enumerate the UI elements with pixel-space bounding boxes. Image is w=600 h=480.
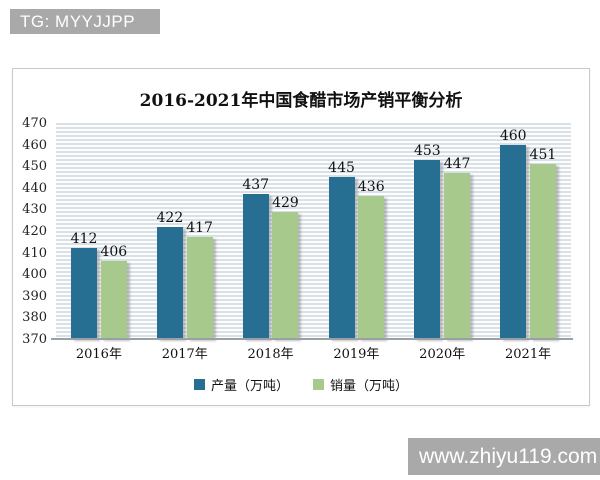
y-axis-tick-label: 420	[22, 224, 47, 239]
x-axis-label-2019年: 2019年	[333, 347, 380, 362]
y-axis-tick-label: 440	[22, 180, 47, 196]
x-axis-label-2018年: 2018年	[247, 347, 294, 362]
y-axis-tick-label: 410	[22, 245, 47, 261]
bar-产量（万吨）-2019年	[328, 177, 355, 339]
bar-value-label: 453	[413, 142, 441, 159]
x-axis-label-2016年: 2016年	[75, 347, 122, 362]
bar-value-label: 412	[70, 231, 98, 248]
y-axis-tick-label: 450	[22, 159, 47, 175]
chart-title: 2016-2021年中国食醋市场产销平衡分析	[139, 91, 463, 111]
bar-销量（万吨）-2021年	[529, 164, 556, 339]
bar-column: 453	[414, 143, 441, 339]
bar-column: 422	[156, 209, 184, 339]
bar-产量（万吨）-2016年	[71, 248, 98, 339]
plot-area: 412 406 422 417 437 429 445 436 453 447 460 451	[56, 123, 571, 339]
bar-产量（万吨）-2021年	[500, 144, 527, 339]
bar-value-label: 406	[100, 244, 128, 261]
bar-value-label: 429	[272, 194, 299, 211]
y-axis-tick-label: 430	[22, 202, 47, 218]
bar-group-2016年: 412 406	[56, 123, 142, 339]
y-axis-tick-label: 390	[22, 288, 47, 304]
bar-value-label: 417	[186, 220, 213, 237]
watermark-badge-bottom-right: www.zhiyu119.com	[408, 438, 600, 475]
bar-value-label: 445	[328, 160, 355, 176]
x-axis-labels: 2016年 2017年 2018年 2019年 2020年 2021年	[56, 343, 571, 362]
x-axis-label-2021年: 2021年	[505, 347, 552, 362]
y-axis-tick-label: 470	[22, 116, 47, 131]
bar-销量（万吨）-2020年	[444, 172, 471, 339]
legend-swatch-icon	[193, 379, 205, 390]
y-axis-tick-label: 370	[22, 332, 47, 347]
bar-column: 429	[272, 195, 299, 339]
legend-item: 销量（万吨）	[313, 375, 408, 394]
x-axis-label-2020年: 2020年	[419, 347, 466, 362]
bar-groups: 412 406 422 417 437 429 445 436 453 447 460 451	[56, 123, 571, 339]
legend-label: 销量（万吨）	[330, 379, 409, 394]
bar-column: 451	[529, 147, 557, 339]
bar-销量（万吨）-2018年	[272, 211, 299, 339]
bar-value-label: 422	[156, 209, 184, 226]
bar-销量（万吨）-2019年	[358, 196, 385, 339]
bar-产量（万吨）-2020年	[414, 159, 441, 339]
x-axis-label-2017年: 2017年	[161, 347, 208, 362]
chart-legend: 产量（万吨） 销量（万吨）	[13, 375, 589, 394]
legend-swatch-icon	[313, 379, 324, 390]
bar-value-label: 447	[443, 155, 471, 172]
bar-column: 406	[100, 244, 127, 339]
bar-column: 417	[186, 220, 213, 339]
bar-value-label: 451	[529, 147, 557, 164]
x-axis-line	[51, 338, 573, 340]
bar-column: 445	[328, 160, 355, 339]
bar-group-2019年: 445 436	[313, 123, 399, 339]
bar-group-2017年: 422 417	[142, 123, 228, 339]
bar-group-2021年: 460 451	[485, 123, 571, 339]
bar-销量（万吨）-2016年	[100, 261, 127, 339]
bar-value-label: 460	[499, 127, 527, 144]
bar-column: 447	[443, 155, 471, 339]
y-axis-tick-label: 380	[22, 310, 47, 326]
legend-label: 产量（万吨）	[210, 379, 289, 394]
bar-value-label: 437	[242, 177, 270, 194]
y-axis: 470 460 450 440 430 420 410 400 390 380 370	[13, 116, 51, 347]
bar-group-2018年: 437 429	[228, 123, 314, 339]
bar-产量（万吨）-2018年	[242, 194, 269, 339]
bar-value-label: 436	[357, 179, 385, 196]
bar-group-2020年: 453 447	[399, 123, 485, 339]
chart-panel: 2016-2021年中国食醋市场产销平衡分析 470 460 450 440 430 42…	[12, 68, 590, 406]
bar-产量（万吨）-2017年	[156, 226, 183, 339]
y-axis-tick-label: 400	[22, 267, 47, 283]
legend-item: 产量（万吨）	[193, 375, 289, 394]
bar-销量（万吨）-2017年	[186, 237, 213, 339]
bar-column: 460	[500, 128, 527, 339]
bar-column: 412	[70, 231, 98, 339]
watermark-badge-top-left: TG: MYYJJPP	[10, 9, 160, 34]
bar-column: 437	[242, 177, 269, 339]
y-axis-tick-label: 460	[22, 137, 47, 153]
bar-column: 436	[358, 179, 385, 339]
